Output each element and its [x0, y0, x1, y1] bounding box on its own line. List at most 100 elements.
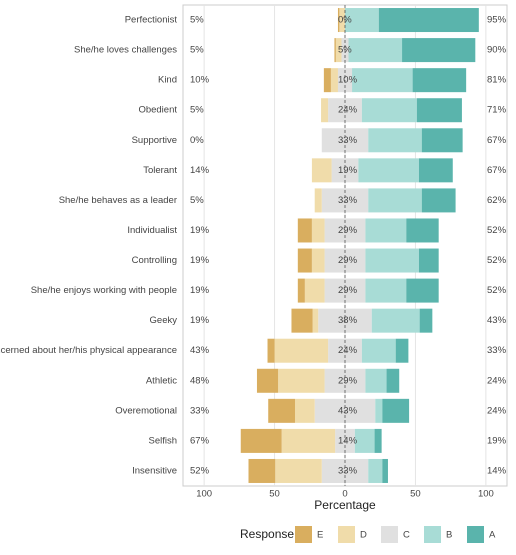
bar-segment	[323, 68, 331, 93]
bar-segment	[406, 218, 439, 243]
bar-segment	[365, 368, 387, 393]
bar-segment	[368, 128, 422, 153]
center-label: 33%	[338, 135, 358, 146]
legend-swatch	[467, 526, 484, 543]
bar-segment	[418, 248, 439, 273]
bar-segment	[297, 218, 312, 243]
bar-segment	[311, 248, 325, 273]
left-label: 5%	[190, 105, 204, 116]
y-tick-label: She/he enjoys working with people	[31, 285, 177, 296]
bar-segment	[314, 188, 322, 213]
bar-segment	[382, 398, 410, 423]
center-label: 24%	[338, 345, 358, 356]
center-label: 29%	[338, 375, 358, 386]
left-label: 52%	[190, 465, 210, 476]
bar-segment	[374, 428, 382, 453]
bar-segment	[348, 38, 403, 63]
left-label: 14%	[190, 165, 210, 176]
legend-swatch	[424, 526, 441, 543]
bar-segment	[275, 458, 322, 483]
bar-segment	[311, 218, 325, 243]
left-label: 5%	[190, 15, 204, 26]
right-label: 43%	[487, 315, 507, 326]
center-label: 24%	[338, 105, 358, 116]
bar-segment	[248, 458, 276, 483]
bar-segment	[294, 398, 315, 423]
x-tick-label: 100	[196, 489, 212, 500]
right-label: 90%	[487, 45, 507, 56]
right-label: 81%	[487, 75, 507, 86]
legend-title: Response	[240, 527, 294, 541]
bar-segment	[304, 278, 325, 303]
center-label: 43%	[338, 405, 358, 416]
bar-segment	[395, 338, 409, 363]
bar-segment	[419, 308, 433, 333]
left-label: 33%	[190, 405, 210, 416]
bar-segment	[297, 248, 312, 273]
left-label: 43%	[190, 345, 210, 356]
center-label: 33%	[338, 195, 358, 206]
bar-segment	[421, 128, 463, 153]
bar-segment	[321, 98, 329, 123]
legend-swatch	[338, 526, 355, 543]
right-label: 24%	[487, 405, 507, 416]
bar-segment	[337, 8, 340, 33]
x-tick-label: 50	[269, 489, 280, 500]
bar-segment	[416, 98, 462, 123]
center-label: 29%	[338, 225, 358, 236]
center-label: 38%	[338, 315, 358, 326]
left-label: 19%	[190, 315, 210, 326]
right-label: 24%	[487, 375, 507, 386]
legend-label: D	[360, 530, 367, 541]
bar-segment	[412, 68, 467, 93]
y-tick-label: Concerned about her/his physical appeara…	[0, 345, 177, 356]
y-tick-label: Obedient	[138, 105, 177, 116]
bar-segment	[281, 428, 336, 453]
bar-segment	[386, 368, 400, 393]
y-tick-label: Supportive	[132, 135, 177, 146]
legend-swatch	[381, 526, 398, 543]
bar-segment	[291, 308, 313, 333]
center-label: 14%	[338, 435, 358, 446]
bar-segment	[339, 8, 345, 33]
left-label: 5%	[190, 45, 204, 56]
y-tick-label: Controlling	[132, 255, 177, 266]
bar-segment	[368, 458, 383, 483]
center-label: 29%	[338, 255, 358, 266]
y-tick-label: Kind	[158, 75, 177, 86]
y-tick-label: Individualist	[127, 225, 177, 236]
bar-segment	[418, 158, 453, 183]
left-label: 19%	[190, 225, 210, 236]
bar-segment	[334, 38, 336, 63]
bar-segment	[361, 338, 396, 363]
legend-label: C	[403, 530, 410, 541]
x-tick-label: 100	[478, 489, 494, 500]
right-label: 52%	[487, 255, 507, 266]
y-tick-label: Tolerant	[143, 165, 177, 176]
bar-segment	[335, 38, 342, 63]
left-label: 10%	[190, 75, 210, 86]
bar-segment	[354, 428, 375, 453]
center-label: 19%	[338, 165, 358, 176]
bar-segment	[330, 68, 338, 93]
bar-segment	[378, 8, 479, 33]
center-label: 29%	[338, 285, 358, 296]
left-label: 5%	[190, 195, 204, 206]
left-label: 48%	[190, 375, 210, 386]
right-label: 52%	[487, 285, 507, 296]
bar-segment	[268, 398, 295, 423]
y-tick-label: She/he loves challenges	[74, 45, 177, 56]
bar-segment	[365, 248, 419, 273]
right-label: 95%	[487, 15, 507, 26]
x-axis-title: Percentage	[314, 498, 376, 512]
center-label: 10%	[338, 75, 358, 86]
bar-segment	[365, 218, 407, 243]
right-label: 67%	[487, 165, 507, 176]
y-tick-label: Geeky	[150, 315, 178, 326]
bar-segment	[402, 38, 476, 63]
y-tick-label: Insensitive	[132, 465, 177, 476]
legend-swatch	[295, 526, 312, 543]
right-label: 71%	[487, 105, 507, 116]
left-label: 67%	[190, 435, 210, 446]
